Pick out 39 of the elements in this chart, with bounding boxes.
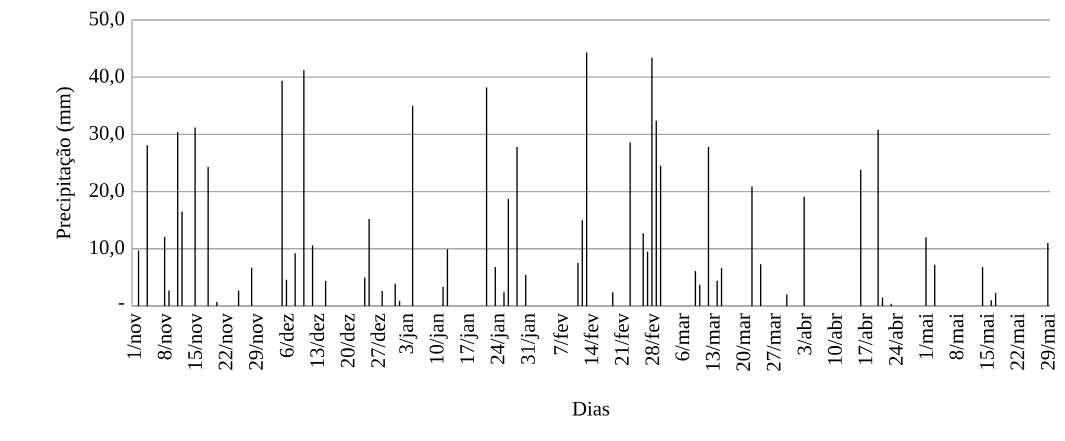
y-tick-label: 10,0 xyxy=(90,240,125,258)
x-tick-label: 15/nov xyxy=(188,313,203,369)
x-tick-label: 10/abr xyxy=(827,313,842,365)
x-tick-label: 22/nov xyxy=(218,313,233,370)
x-tick-label: 7/fev xyxy=(553,313,568,355)
x-tick-label: 17/abr xyxy=(857,313,873,365)
y-tick-label: 30,0 xyxy=(89,125,125,143)
y-tick-label: - xyxy=(118,303,125,305)
x-tick-label: 13/dez xyxy=(309,313,325,367)
y-tick-label: 20,0 xyxy=(89,183,125,201)
x-axis-title: Dias xyxy=(572,401,610,416)
x-tick-label: 10/jan xyxy=(429,313,448,363)
y-tick-label: 50,0 xyxy=(89,11,125,29)
x-tick-label: 29/nov xyxy=(249,313,263,370)
x-tick-label: 28/fev xyxy=(644,313,660,366)
x-tick-label: 27/dez xyxy=(370,313,386,368)
x-tick-label: 1/nov xyxy=(127,313,142,359)
x-tick-label: 8/mai xyxy=(949,313,964,360)
x-tick-label: 22/mai xyxy=(1010,313,1025,370)
y-axis-title: Precipitação (mm) xyxy=(55,87,75,240)
x-tick-label: 21/fev xyxy=(614,313,629,366)
y-tick-label: 40,0 xyxy=(89,68,125,86)
x-tick-label: 14/fev xyxy=(583,313,599,365)
x-tick-label: 15/mai xyxy=(979,313,994,369)
x-tick-label: 6/dez xyxy=(279,313,294,358)
x-tick-label: 24/abr xyxy=(888,313,903,366)
x-tick-label: 3/jan xyxy=(399,313,418,354)
x-tick-label: 13/mar xyxy=(705,313,720,370)
x-tick-label: 31/jan xyxy=(521,313,540,364)
x-tick-label: 24/jan xyxy=(490,313,509,364)
x-tick-label: 3/abr xyxy=(796,313,812,355)
x-tick-label: 27/mar xyxy=(766,313,781,371)
x-tick-label: 20/mar xyxy=(736,313,751,371)
x-tick-label: 17/jan xyxy=(460,313,479,363)
x-tick-label: 8/nov xyxy=(157,313,172,360)
x-tick-label: 29/mai xyxy=(1040,313,1055,370)
x-tick-label: 6/mar xyxy=(675,313,690,361)
x-tick-label: 20/dez xyxy=(340,313,355,368)
x-tick-label: 1/mai xyxy=(919,313,933,359)
